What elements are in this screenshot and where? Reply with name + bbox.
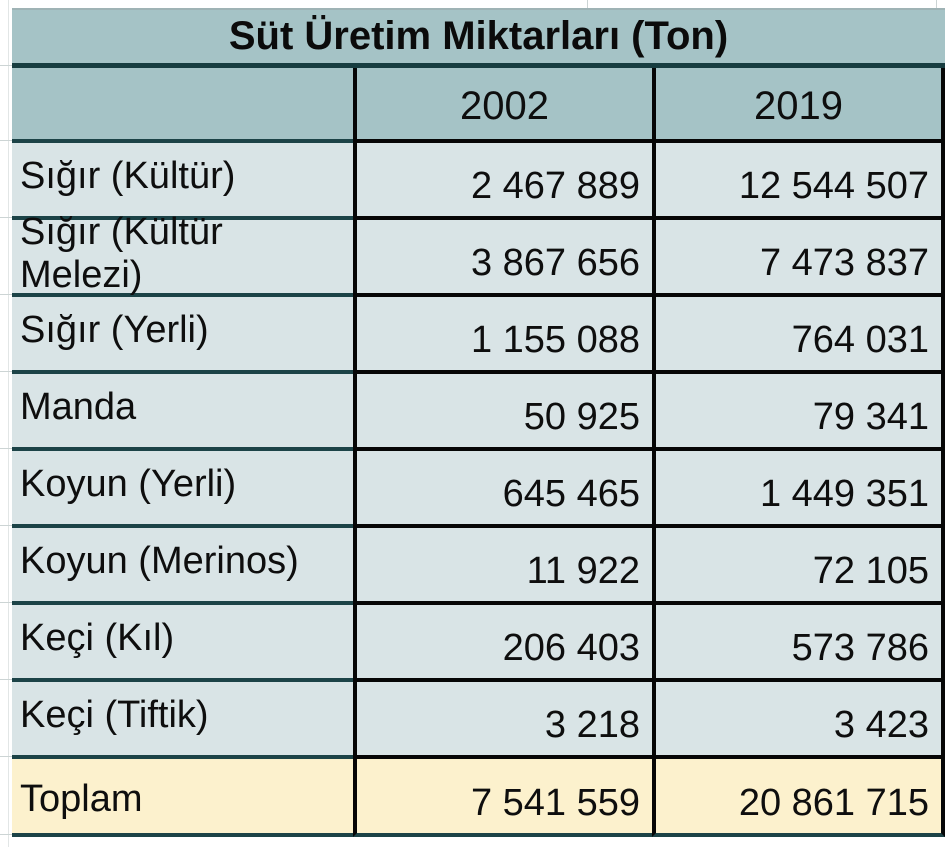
value-cell-2019: 1 449 351 [652,451,945,528]
row-label-cell: Manda [12,374,353,451]
table-row: Keçi (Kıl) 206 403 573 786 [12,605,945,682]
table-title: Süt Üretim Miktarları (Ton) [228,14,729,58]
header-row: 2002 2019 [12,68,945,143]
value-cell-2019: 12 544 507 [652,143,945,220]
sheet-gridline [0,448,12,449]
sheet-gridline [0,602,12,603]
value-cell-2002: 3 867 656 [353,220,652,297]
total-value-cell-2002: 7 541 559 [353,759,652,837]
table-row: Sığır (Yerli) 1 155 088 764 031 [12,297,945,374]
value-cell-2002: 3 218 [353,682,652,759]
row-label-cell: Keçi (Tiftik) [12,682,353,759]
sheet-gridline [0,834,12,835]
row-label-cell: Sığır (Kültür Melezi) [12,211,353,297]
year-header-2019: 2019 [652,68,945,143]
sheet-gridline [0,140,12,141]
sheet-gridline [587,0,588,8]
year-header-2002: 2002 [353,68,652,143]
row-label-cell: Koyun (Merinos) [12,528,353,605]
value-cell-2019: 764 031 [652,297,945,374]
row-label-cell: Sığır (Yerli) [12,297,353,374]
milk-production-table: Süt Üretim Miktarları (Ton) 2002 2019 Sı… [12,8,945,837]
sheet-gridline [0,679,12,680]
value-cell-2019: 573 786 [652,605,945,682]
table-row: Keçi (Tiftik) 3 218 3 423 [12,682,945,759]
table-row: Sığır (Kültür) 2 467 889 12 544 507 [12,143,945,220]
value-cell-2002: 50 925 [353,374,652,451]
sheet-gridline [0,371,12,372]
row-label-cell: Sığır (Kültür) [12,143,353,220]
sheet-gridline [0,217,12,218]
row-label-cell: Koyun (Yerli) [12,451,353,528]
value-cell-2002: 2 467 889 [353,143,652,220]
value-cell-2019: 7 473 837 [652,220,945,297]
table-title-cell: Süt Üretim Miktarları (Ton) [12,10,945,68]
table-row: Sığır (Kültür Melezi) 3 867 656 7 473 83… [12,211,945,297]
value-cell-2002: 11 922 [353,528,652,605]
value-cell-2002: 206 403 [353,605,652,682]
value-cell-2002: 1 155 088 [353,297,652,374]
sheet-gridline [0,525,12,526]
table-row: Manda 50 925 79 341 [12,374,945,451]
value-cell-2019: 72 105 [652,528,945,605]
total-value-cell-2019: 20 861 715 [652,759,945,837]
sheet-gridline [0,65,12,66]
value-cell-2019: 79 341 [652,374,945,451]
total-row: Toplam 7 541 559 20 861 715 [12,759,945,837]
table-row: Koyun (Merinos) 11 922 72 105 [12,528,945,605]
value-cell-2002: 645 465 [353,451,652,528]
sheet-gridline [936,0,937,8]
value-cell-2019: 3 423 [652,682,945,759]
table-row: Koyun (Yerli) 645 465 1 449 351 [12,451,945,528]
total-label-cell: Toplam [12,759,353,837]
row-label-cell: Keçi (Kıl) [12,605,353,682]
header-corner-cell [12,68,353,143]
sheet-gridline [8,0,9,847]
sheet-gridline [0,756,12,757]
sheet-gridline [0,294,12,295]
